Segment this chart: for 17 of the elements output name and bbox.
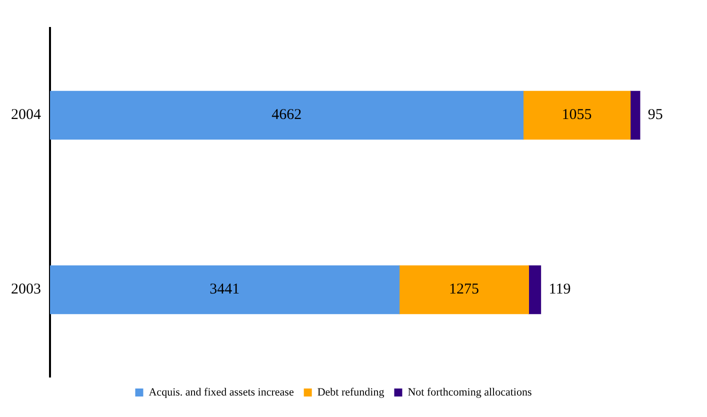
- bar: [398, 265, 530, 314]
- data-label: 119: [548, 282, 571, 298]
- data-label: 1275: [448, 282, 479, 298]
- bar: [528, 265, 542, 314]
- data-label: 3441: [210, 282, 240, 298]
- data-label: 1055: [562, 107, 592, 124]
- bar: [50, 265, 400, 314]
- legend-label: Not forthcoming allocations: [408, 386, 532, 398]
- data-label: 4662: [272, 107, 302, 124]
- y-tick-label: 2003: [11, 282, 41, 298]
- bar: [522, 90, 631, 140]
- bar: [50, 90, 524, 140]
- bar: [630, 90, 640, 140]
- y-tick-label: 2004: [11, 107, 42, 124]
- data-label: 95: [648, 107, 663, 124]
- legend-label: Acquis. and fixed assets increase: [148, 386, 294, 398]
- legend-label: Debt refunding: [317, 386, 385, 398]
